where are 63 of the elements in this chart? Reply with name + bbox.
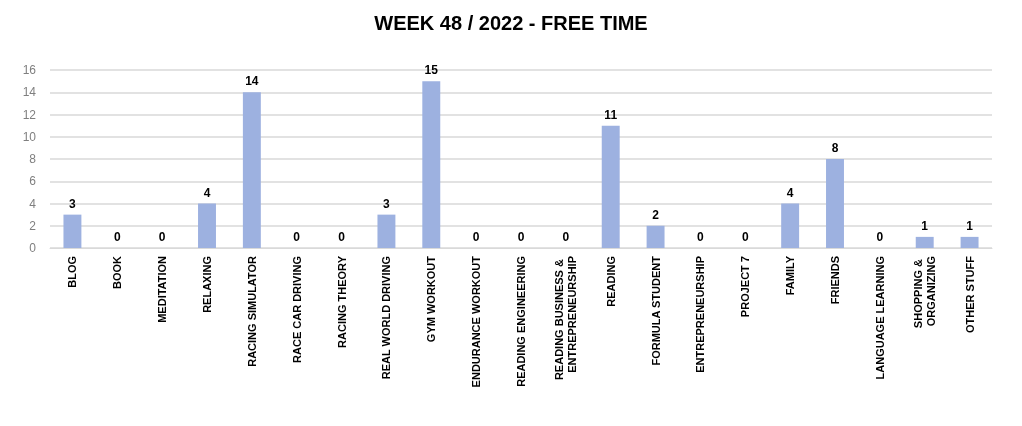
data-label: 0 <box>517 230 525 244</box>
bar <box>198 203 216 248</box>
data-label: 15 <box>424 63 439 78</box>
data-label: 0 <box>338 230 346 244</box>
data-label: 0 <box>876 230 884 244</box>
data-label: 4 <box>203 185 211 200</box>
data-label: 14 <box>245 74 259 89</box>
x-tick-label: RELAXING <box>201 256 213 313</box>
data-label: 1 <box>966 218 974 233</box>
chart-title: WEEK 48 / 2022 - FREE TIME <box>374 12 648 34</box>
x-tick-label: BOOK <box>111 255 124 289</box>
y-tick-label: 8 <box>29 152 37 166</box>
bar <box>242 92 261 248</box>
x-tick-label: GYM WORKOUT <box>425 255 438 343</box>
data-label: 0 <box>562 230 570 244</box>
x-tick-label: READING ENGINEERING <box>515 256 527 387</box>
y-tick-label: 0 <box>29 241 37 255</box>
bar <box>63 214 82 248</box>
data-label: 0 <box>472 230 480 244</box>
x-tick-label: RACE CAR DRIVING <box>290 256 303 363</box>
x-tick-label: OTHER STUFF <box>963 255 976 333</box>
data-label: 0 <box>293 230 301 244</box>
x-tick-label: ENTREPRENEURSHIP <box>694 256 707 373</box>
data-label: 1 <box>921 218 929 233</box>
data-label: 3 <box>383 196 391 211</box>
data-label: 0 <box>158 230 166 244</box>
x-tick-label: MEDITATION <box>156 255 169 323</box>
bar <box>377 214 396 248</box>
data-label: 0 <box>113 230 121 244</box>
x-tick-label: FORMULA STUDENT <box>649 255 662 366</box>
data-label: 8 <box>831 141 839 155</box>
y-tick-label: 10 <box>22 129 37 144</box>
y-tick-label: 12 <box>22 107 37 122</box>
data-label: 2 <box>652 207 660 222</box>
bar <box>960 236 979 248</box>
bar <box>646 225 665 248</box>
x-tick-label: FAMILY <box>784 255 797 296</box>
x-tick-label: RACING SIMULATOR <box>245 255 258 367</box>
bar <box>422 81 441 248</box>
y-tick-label: 6 <box>29 174 37 189</box>
x-tick-label: REAL WORLD DRIVING <box>380 256 393 380</box>
x-tick-label: PROJECT 7 <box>739 256 752 318</box>
x-tick-label: RACING THEORY <box>335 255 348 348</box>
bar <box>826 159 844 248</box>
bar <box>601 125 620 248</box>
x-tick-label: ENDURANCE WORKOUT <box>470 255 483 388</box>
bar <box>915 236 934 248</box>
data-label: 3 <box>69 196 77 211</box>
x-tick-label: FRIENDS <box>829 256 841 305</box>
x-tick-label: READING BUSINESS & ENTREPRENEURSHIP <box>553 256 579 381</box>
y-tick-label: 2 <box>29 218 37 233</box>
bar <box>781 203 800 248</box>
y-tick-label: 4 <box>29 196 37 211</box>
y-tick-label: 16 <box>22 63 37 77</box>
data-label: 0 <box>697 230 705 244</box>
x-tick-label: LANGUAGE LEARNING <box>873 256 886 380</box>
data-label: 11 <box>604 107 618 122</box>
x-tick-label: SHOPPING & ORGANIZING <box>912 256 938 329</box>
data-label: 0 <box>741 230 749 244</box>
data-label: 4 <box>786 185 794 200</box>
x-tick-label: BLOG <box>66 256 79 288</box>
x-tick-label: READING <box>604 256 617 307</box>
y-tick-label: 14 <box>22 85 37 100</box>
